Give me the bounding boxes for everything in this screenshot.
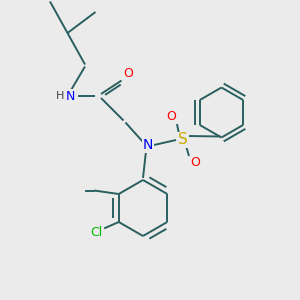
Text: S: S [178,133,188,148]
Text: Cl: Cl [90,226,102,239]
Text: H: H [56,91,65,101]
Text: O: O [124,67,134,80]
Text: N: N [66,89,75,103]
Text: O: O [166,110,176,124]
Text: O: O [190,157,200,169]
Text: N: N [143,138,153,152]
